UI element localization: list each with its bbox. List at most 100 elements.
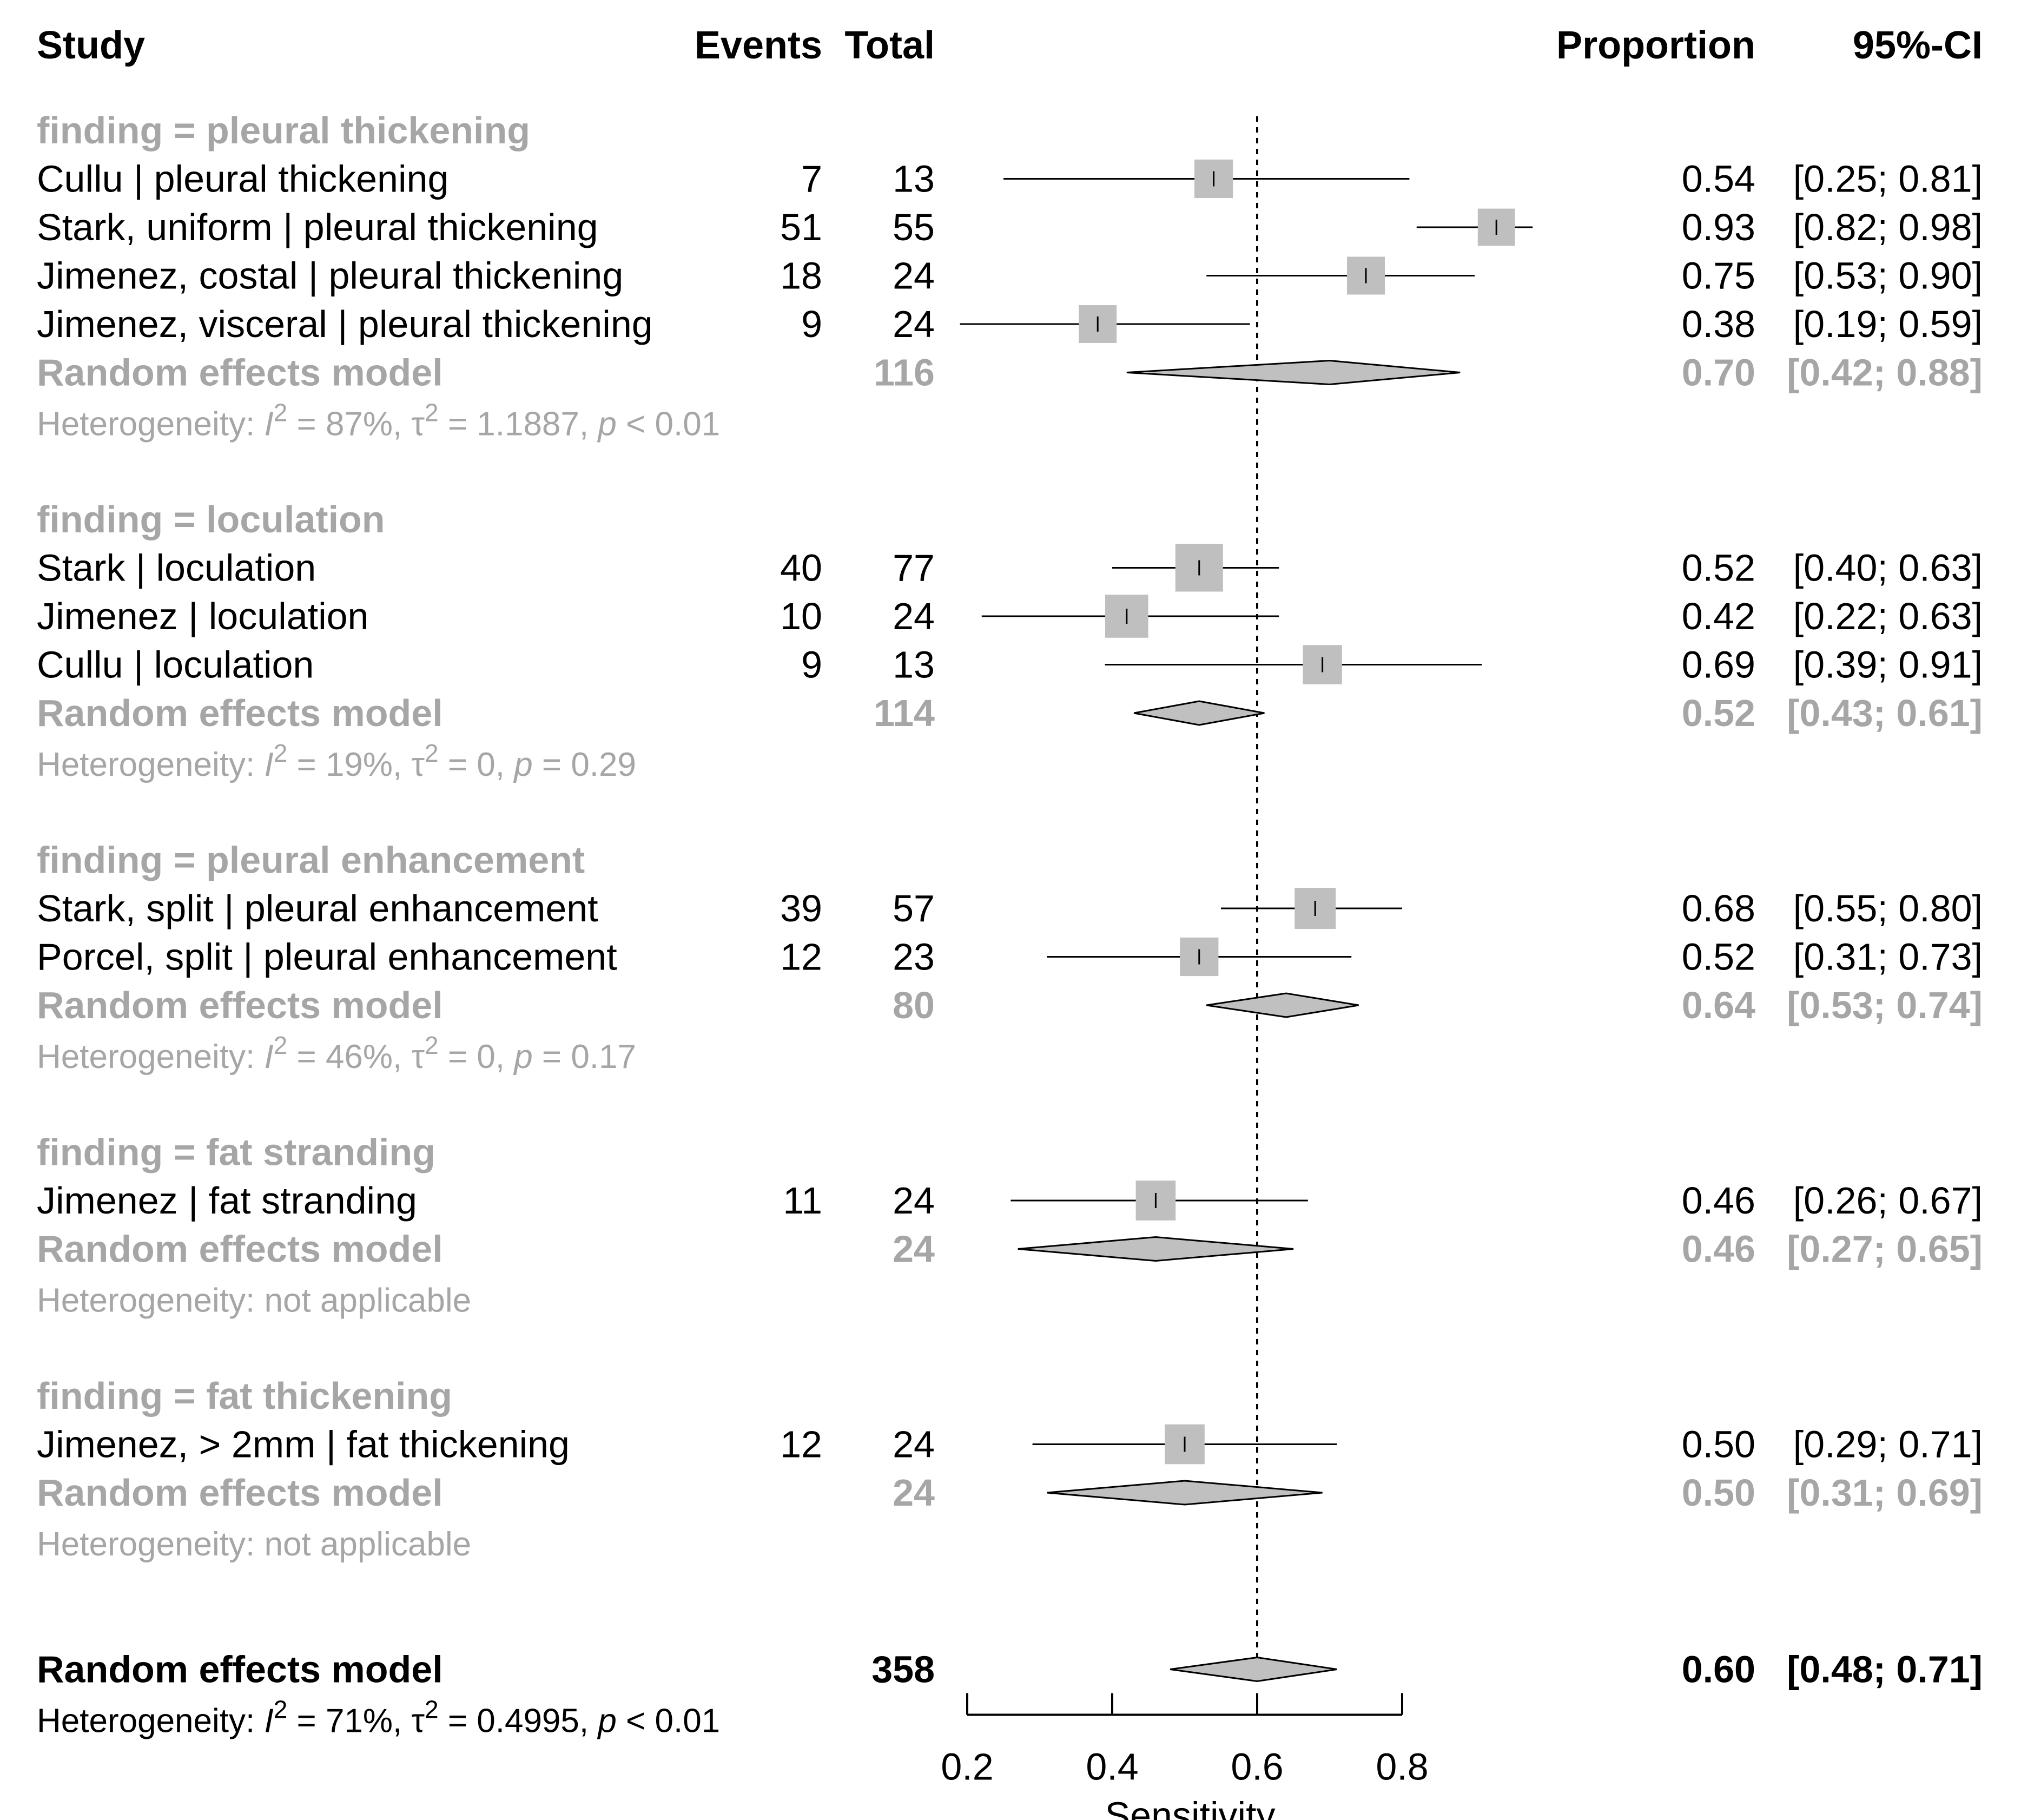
pooled-diamond: [1018, 1236, 1294, 1262]
pooled-total: 116: [874, 352, 935, 394]
x-tick-label: 0.8: [1376, 1746, 1428, 1788]
study-events: 39: [780, 887, 822, 929]
pooled-proportion: 0.64: [1682, 984, 1755, 1026]
study-events: 10: [780, 595, 822, 637]
study-proportion: 0.46: [1682, 1179, 1755, 1222]
overall-proportion: 0.60: [1682, 1648, 1755, 1691]
pooled-label: Random effects model: [37, 1472, 443, 1514]
forest-rows: finding = pleural thickening Cullu | pleu…: [37, 109, 1983, 1740]
study-ci: [0.19; 0.59]: [1793, 303, 1983, 345]
study-proportion: 0.38: [1682, 303, 1755, 345]
study-proportion: 0.50: [1682, 1423, 1755, 1466]
x-tick-label: 0.2: [941, 1746, 993, 1788]
group-heterogeneity: Heterogeneity: I2 = 46%, τ2 = 0, p = 0.1…: [37, 1031, 636, 1076]
pooled-proportion: 0.52: [1682, 692, 1755, 734]
study-total: 24: [893, 255, 935, 297]
group-heterogeneity: Heterogeneity: not applicable: [37, 1282, 471, 1320]
study-events: 40: [780, 547, 822, 589]
study-events: 12: [780, 1423, 822, 1466]
study-proportion: 0.68: [1682, 887, 1755, 929]
study-events: 9: [801, 644, 822, 686]
header-proportion: Proportion: [1556, 24, 1755, 67]
group-heterogeneity: Heterogeneity: I2 = 87%, τ2 = 1.1887, p …: [37, 399, 720, 443]
study-proportion: 0.75: [1682, 255, 1755, 297]
x-axis: 0.2 0.4 0.6 0.8: [941, 1693, 1429, 1788]
x-tick-label: 0.4: [1086, 1746, 1138, 1788]
overall-ci: [0.48; 0.71]: [1787, 1648, 1983, 1691]
pooled-total: 80: [893, 984, 935, 1026]
study-total: 55: [893, 206, 935, 248]
x-axis-label: Sensitivity: [1105, 1795, 1275, 1820]
pooled-diamond: [1047, 1480, 1323, 1506]
study-proportion: 0.52: [1682, 547, 1755, 589]
study-total: 24: [893, 1179, 935, 1222]
x-tick-label: 0.6: [1231, 1746, 1283, 1788]
study-ci: [0.29; 0.71]: [1793, 1423, 1983, 1466]
study-name: Jimenez, > 2mm | fat thickening: [37, 1423, 570, 1466]
study-proportion: 0.93: [1682, 206, 1755, 248]
header-study: Study: [37, 24, 145, 67]
study-events: 51: [780, 206, 822, 248]
study-name: Stark, split | pleural enhancement: [37, 887, 598, 929]
pooled-label: Random effects model: [37, 692, 443, 734]
overall-heterogeneity: Heterogeneity: I2 = 71%, τ2 = 0.4995, p …: [37, 1696, 720, 1740]
pooled-proportion: 0.46: [1682, 1228, 1755, 1270]
pooled-total: 24: [893, 1472, 935, 1514]
study-ci: [0.40; 0.63]: [1793, 547, 1983, 589]
overall-diamond: [1170, 1656, 1337, 1683]
study-ci: [0.39; 0.91]: [1793, 644, 1983, 686]
study-name: Jimenez, costal | pleural thickening: [37, 255, 623, 297]
study-proportion: 0.54: [1682, 158, 1755, 200]
group-heterogeneity: Heterogeneity: not applicable: [37, 1526, 471, 1563]
group-label: finding = pleural enhancement: [37, 839, 585, 881]
study-name: Stark | loculation: [37, 547, 316, 589]
overall-label: Random effects model: [37, 1648, 443, 1691]
study-ci: [0.25; 0.81]: [1793, 158, 1983, 200]
header-total: Total: [844, 24, 935, 67]
study-name: Porcel, split | pleural enhancement: [37, 936, 617, 978]
study-name: Jimenez | fat stranding: [37, 1179, 417, 1222]
study-ci: [0.53; 0.90]: [1793, 255, 1983, 297]
study-name: Jimenez | loculation: [37, 595, 369, 637]
study-name: Cullu | loculation: [37, 644, 314, 686]
pooled-total: 114: [874, 692, 935, 734]
pooled-total: 24: [893, 1228, 935, 1270]
pooled-diamond: [1126, 359, 1461, 386]
group-label: finding = fat stranding: [37, 1131, 435, 1173]
study-events: 12: [780, 936, 822, 978]
study-ci: [0.22; 0.63]: [1793, 595, 1983, 637]
study-events: 9: [801, 303, 822, 345]
study-ci: [0.82; 0.98]: [1793, 206, 1983, 248]
study-total: 77: [893, 547, 935, 589]
header-ci: 95%-CI: [1853, 24, 1983, 67]
study-ci: [0.31; 0.73]: [1793, 936, 1983, 978]
overall-total: 358: [871, 1648, 935, 1691]
study-total: 13: [893, 158, 935, 200]
pooled-ci: [0.53; 0.74]: [1787, 984, 1983, 1026]
pooled-ci: [0.27; 0.65]: [1787, 1228, 1983, 1270]
study-total: 57: [893, 887, 935, 929]
study-proportion: 0.52: [1682, 936, 1755, 978]
pooled-label: Random effects model: [37, 1228, 443, 1270]
study-name: Cullu | pleural thickening: [37, 158, 448, 200]
study-proportion: 0.69: [1682, 644, 1755, 686]
study-name: Jimenez, visceral | pleural thickening: [37, 303, 653, 345]
pooled-proportion: 0.70: [1682, 352, 1755, 394]
pooled-proportion: 0.50: [1682, 1472, 1755, 1514]
pooled-ci: [0.31; 0.69]: [1787, 1472, 1983, 1514]
study-proportion: 0.42: [1682, 595, 1755, 637]
pooled-diamond: [1206, 992, 1359, 1018]
pooled-diamond: [1133, 700, 1265, 726]
pooled-label: Random effects model: [37, 984, 443, 1026]
study-ci: [0.26; 0.67]: [1793, 1179, 1983, 1222]
group-heterogeneity: Heterogeneity: I2 = 19%, τ2 = 0, p = 0.2…: [37, 739, 636, 783]
study-total: 24: [893, 303, 935, 345]
study-events: 11: [783, 1179, 822, 1222]
study-events: 18: [780, 255, 822, 297]
study-total: 24: [893, 1423, 935, 1466]
group-label: finding = loculation: [37, 498, 385, 540]
study-total: 24: [893, 595, 935, 637]
group-label: finding = fat thickening: [37, 1375, 452, 1417]
study-ci: [0.55; 0.80]: [1793, 887, 1983, 929]
